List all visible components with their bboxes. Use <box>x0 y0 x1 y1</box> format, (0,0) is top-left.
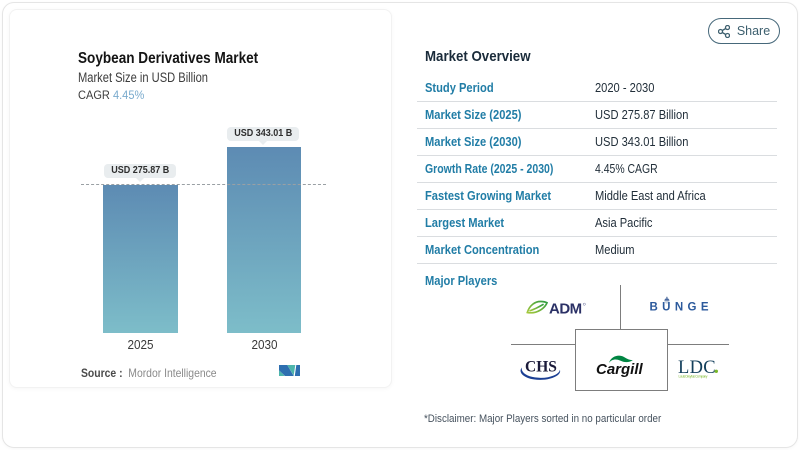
svg-text:LDC: LDC <box>678 358 716 378</box>
svg-text:Louis Dreyfus Company: Louis Dreyfus Company <box>679 374 708 378</box>
svg-text:ADM: ADM <box>549 301 582 317</box>
svg-text:CHS: CHS <box>525 359 557 376</box>
svg-text:Cargill: Cargill <box>596 361 644 378</box>
svg-text:BUNGE: BUNGE <box>650 302 709 313</box>
